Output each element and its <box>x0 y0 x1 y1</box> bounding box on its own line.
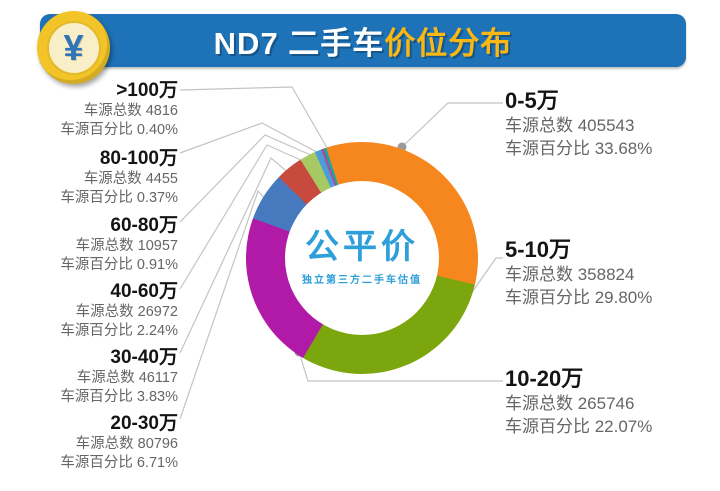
price-range-label: 30-40万 <box>110 347 178 368</box>
page-title: ND7 二手车价位分布 <box>214 18 513 63</box>
sources-total: 车源总数 46117 <box>76 370 178 386</box>
label-block-gt100: >100万 车源总数 4816 车源百分比 0.40% <box>60 80 178 140</box>
page-title-main: ND7 二手车 <box>213 26 385 61</box>
sources-percent: 车源百分比 0.91% <box>60 257 178 273</box>
sources-percent: 车源百分比 6.71% <box>60 455 178 471</box>
price-range-label: 10-20万 <box>505 366 584 391</box>
label-block-10-20: 10-20万 车源总数 265746 车源百分比 22.07% <box>505 366 652 438</box>
sources-total: 车源总数 265746 <box>505 394 635 413</box>
label-block-0-5: 0-5万 车源总数 405543 车源百分比 33.68% <box>505 88 652 160</box>
label-block-20-30: 20-30万 车源总数 80796 车源百分比 6.71% <box>60 413 178 473</box>
chart-watermark-logo: 公平价 独立第三方二手车估值 <box>285 181 439 335</box>
label-block-30-40: 30-40万 车源总数 46117 车源百分比 3.83% <box>60 347 178 407</box>
label-block-5-10: 5-10万 车源总数 358824 车源百分比 29.80% <box>505 237 652 309</box>
sources-percent: 车源百分比 3.83% <box>60 389 178 405</box>
sources-total: 车源总数 405543 <box>505 116 635 135</box>
leader-line-40-60 <box>179 144 313 290</box>
price-range-label: >100万 <box>116 80 178 101</box>
label-block-80-100: 80-100万 车源总数 4455 车源百分比 0.37% <box>60 148 178 208</box>
leader-line-80-100 <box>179 122 327 158</box>
price-range-label: 60-80万 <box>110 215 178 236</box>
price-range-label: 20-30万 <box>110 413 178 434</box>
sources-total: 车源总数 4455 <box>83 171 178 187</box>
label-block-60-80: 60-80万 车源总数 10957 车源百分比 0.91% <box>60 215 178 275</box>
sources-total: 车源总数 358824 <box>505 265 635 284</box>
price-range-label: 80-100万 <box>99 148 178 169</box>
leader-line-gt100 <box>179 86 331 154</box>
price-range-label: 0-5万 <box>505 88 559 113</box>
watermark-logo-subtitle: 独立第三方二手车估值 <box>302 275 422 286</box>
yen-coin-icon: ¥ <box>37 11 110 84</box>
yen-symbol: ¥ <box>63 26 84 68</box>
leader-line-30-40 <box>179 157 292 354</box>
yen-coin-inner: ¥ <box>46 20 101 75</box>
sources-percent: 车源百分比 0.37% <box>60 190 178 206</box>
sources-total: 车源总数 4816 <box>83 103 178 119</box>
donut-chart: 公平价 独立第三方二手车估值 <box>246 142 478 374</box>
sources-total: 车源总数 10957 <box>75 238 178 254</box>
sources-percent: 车源百分比 29.80% <box>505 288 653 307</box>
title-banner: ND7 二手车价位分布 <box>40 14 686 67</box>
price-range-label: 40-60万 <box>110 281 178 302</box>
sources-percent: 车源百分比 2.24% <box>60 323 178 339</box>
sources-percent: 车源百分比 22.07% <box>505 417 653 436</box>
page-title-accent: 价位分布 <box>384 26 513 61</box>
leader-line-60-80 <box>179 134 323 223</box>
watermark-logo-text: 公平价 <box>305 228 419 266</box>
leader-line-0-5 <box>401 102 503 148</box>
sources-percent: 车源百分比 33.68% <box>505 139 653 158</box>
price-range-label: 5-10万 <box>505 237 572 262</box>
sources-total: 车源总数 26972 <box>75 304 178 320</box>
leader-line-10-20 <box>298 351 503 382</box>
label-block-40-60: 40-60万 车源总数 26972 车源百分比 2.24% <box>60 281 178 341</box>
sources-total: 车源总数 80796 <box>75 436 178 452</box>
sources-percent: 车源百分比 0.40% <box>60 122 178 138</box>
